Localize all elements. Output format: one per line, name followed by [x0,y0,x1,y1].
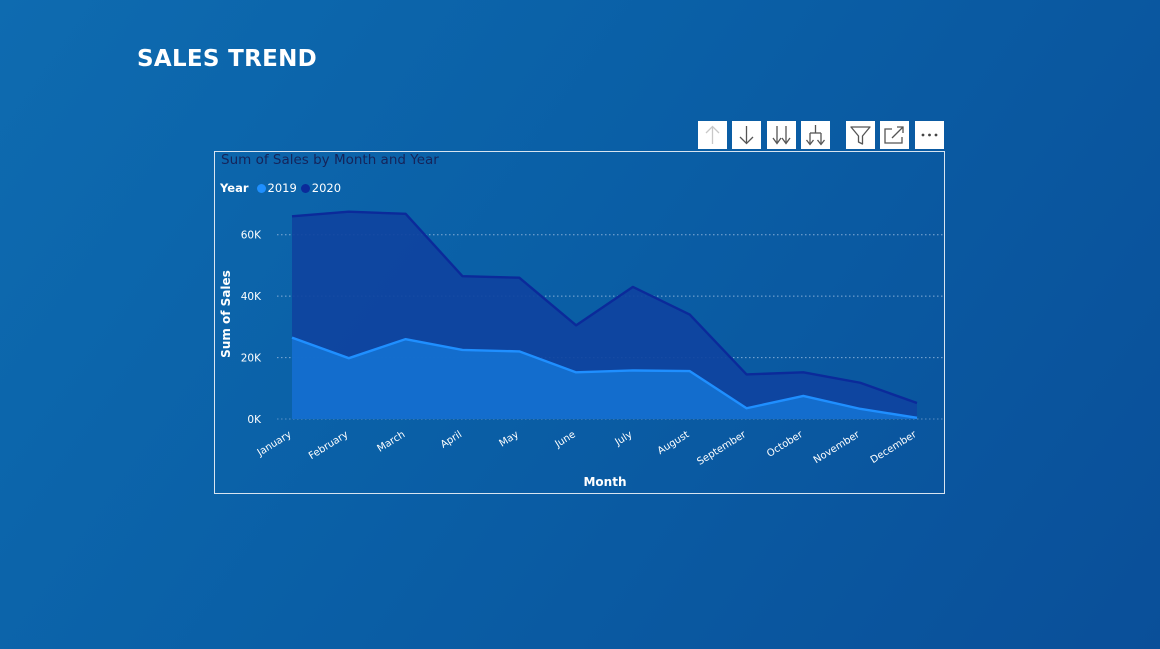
area-2019 [292,337,917,419]
funnel-icon [850,126,871,145]
arrow-up-icon [705,125,720,144]
next-level-button[interactable] [767,121,796,149]
more-options-button[interactable] [915,121,944,149]
chart-legend: Year 2019 2020 [220,181,345,195]
x-tick-label: October [765,429,806,460]
y-tick-label: 40K [241,291,262,303]
x-tick-label: February [307,429,350,462]
x-tick-label: May [497,429,520,449]
y-tick-label: 60K [241,230,262,242]
x-axis-title: Month [583,475,626,489]
x-tick-label: July [613,429,635,448]
legend-title: Year [220,181,249,195]
legend-label-2020: 2020 [311,181,342,195]
chart-plot: 0K 20K 40K 60K January February March April May J… [219,210,944,489]
legend-item-2019[interactable]: 2019 [256,181,297,195]
filter-button[interactable] [846,121,875,149]
focus-mode-button[interactable] [880,121,909,149]
x-tick-label: January [255,429,294,459]
page-title: SALES TREND [137,46,318,72]
legend-label-2019: 2019 [267,181,297,195]
drill-down-button[interactable] [732,121,761,149]
expand-hierarchy-button[interactable] [801,121,830,149]
drill-up-button[interactable] [698,121,727,149]
x-tick-label: June [553,429,578,450]
area-chart-visual[interactable]: Sum of Sales by Month and Year Year 2019… [214,151,945,494]
x-tick-label: September [695,429,748,468]
x-tick-label: December [869,429,920,466]
y-tick-label: 20K [241,353,262,365]
x-tick-label: April [439,429,464,450]
x-tick-label: August [656,429,692,457]
ellipsis-icon [921,133,938,137]
y-axis-title: Sum of Sales [219,270,233,358]
line-2019 [291,336,918,419]
legend-marker-2020 [300,183,310,193]
x-tick-label: March [376,429,408,454]
expand-icon [884,126,904,144]
arrow-down-icon [739,126,754,145]
legend-marker-2019 [256,183,266,193]
x-tick-label: November [812,429,863,466]
fork-arrow-down-icon [805,125,826,146]
y-tick-label: 0K [247,414,262,426]
double-arrow-down-icon [772,126,791,145]
chart-title: Sum of Sales by Month and Year [221,152,439,168]
legend-item-2020[interactable]: 2020 [300,181,342,195]
line-2020 [291,210,918,405]
